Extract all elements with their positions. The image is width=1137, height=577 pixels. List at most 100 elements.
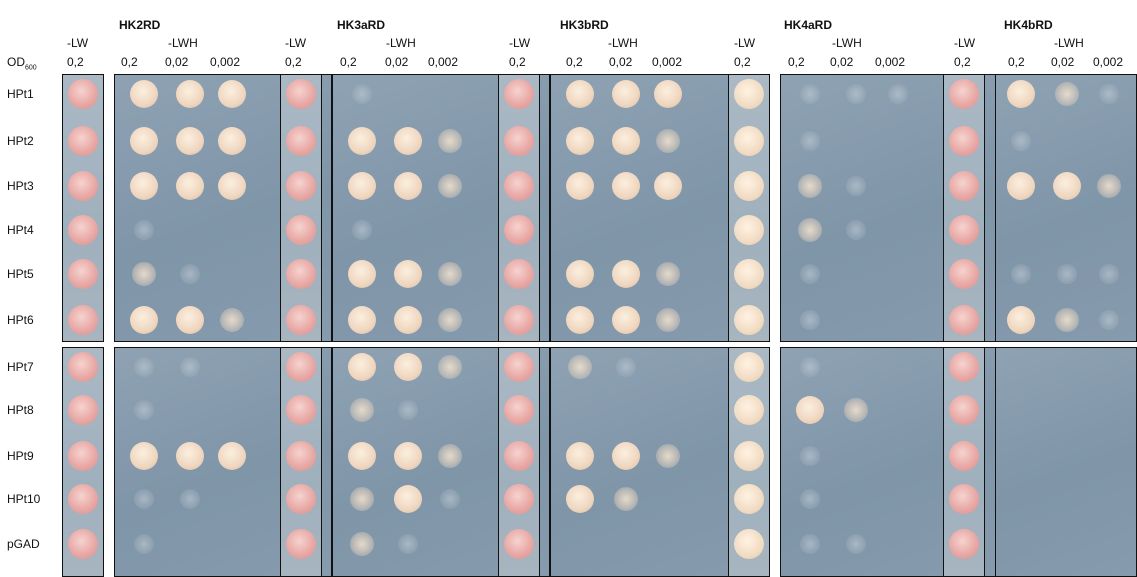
- dilution-label: 0,02: [385, 55, 409, 69]
- dilution-label: 0,2: [121, 55, 138, 69]
- growth-spot: [566, 306, 594, 334]
- growth-spot: [438, 174, 462, 198]
- control-spot: [949, 259, 979, 289]
- growth-spot: [176, 442, 204, 470]
- od-text: OD: [7, 55, 25, 69]
- lwh-plate: [995, 74, 1137, 342]
- dilution-label: 0,02: [165, 55, 189, 69]
- growth-spot: [1099, 84, 1119, 104]
- growth-spot: [350, 487, 374, 511]
- growth-spot: [220, 308, 244, 332]
- lwh-medium-label: -LWH: [386, 36, 416, 50]
- panel-title: HK3bRD: [560, 18, 609, 32]
- control-spot: [734, 395, 764, 425]
- growth-spot: [800, 131, 820, 151]
- dilution-label: 0,002: [1093, 55, 1124, 69]
- growth-spot: [566, 172, 594, 200]
- growth-spot: [438, 355, 462, 379]
- growth-spot: [394, 306, 422, 334]
- growth-spot: [394, 442, 422, 470]
- control-spot: [949, 126, 979, 156]
- growth-spot: [612, 127, 640, 155]
- control-spot: [68, 395, 98, 425]
- growth-spot: [394, 260, 422, 288]
- control-spot: [949, 395, 979, 425]
- control-spot: [68, 259, 98, 289]
- lw-plate: [280, 74, 322, 342]
- growth-spot: [398, 534, 418, 554]
- lwh-medium-label: -LWH: [832, 36, 862, 50]
- growth-spot: [1011, 131, 1031, 151]
- control-spot: [504, 215, 534, 245]
- control-spot: [286, 441, 316, 471]
- control-spot: [286, 171, 316, 201]
- growth-spot: [218, 442, 246, 470]
- growth-spot: [176, 127, 204, 155]
- lw-medium-label: -LW: [285, 36, 307, 50]
- growth-spot: [180, 264, 200, 284]
- dilution-label: 0,02: [1051, 55, 1075, 69]
- growth-spot: [218, 172, 246, 200]
- dilution-label: 0,2: [67, 55, 84, 69]
- lw-medium-label: -LW: [734, 36, 756, 50]
- control-spot: [949, 484, 979, 514]
- panel-title: HK2RD: [119, 18, 161, 32]
- row-label: HPt4: [7, 223, 34, 237]
- growth-spot: [800, 534, 820, 554]
- growth-spot: [1053, 172, 1081, 200]
- row-label: HPt5: [7, 267, 34, 281]
- growth-spot: [656, 444, 680, 468]
- row-label: HPt2: [7, 134, 34, 148]
- growth-spot: [176, 80, 204, 108]
- growth-spot: [616, 357, 636, 377]
- growth-spot: [796, 396, 824, 424]
- growth-spot: [846, 176, 866, 196]
- growth-spot: [348, 353, 376, 381]
- lw-medium-label: -LW: [954, 36, 976, 50]
- growth-spot: [438, 129, 462, 153]
- growth-spot: [800, 264, 820, 284]
- growth-spot: [1057, 264, 1077, 284]
- control-spot: [68, 484, 98, 514]
- growth-spot: [1055, 82, 1079, 106]
- growth-spot: [350, 532, 374, 556]
- growth-spot: [800, 357, 820, 377]
- growth-spot: [352, 220, 372, 240]
- control-spot: [504, 395, 534, 425]
- control-spot: [504, 484, 534, 514]
- control-spot: [68, 441, 98, 471]
- control-spot: [504, 259, 534, 289]
- growth-spot: [566, 80, 594, 108]
- growth-spot: [1099, 264, 1119, 284]
- control-spot: [286, 395, 316, 425]
- growth-spot: [800, 310, 820, 330]
- growth-spot: [394, 172, 422, 200]
- growth-spot: [394, 485, 422, 513]
- growth-spot: [798, 174, 822, 198]
- row-label: pGAD: [7, 537, 40, 551]
- control-spot: [68, 79, 98, 109]
- control-spot: [68, 171, 98, 201]
- growth-spot: [844, 398, 868, 422]
- growth-spot: [348, 127, 376, 155]
- control-spot: [286, 259, 316, 289]
- control-spot: [68, 126, 98, 156]
- growth-spot: [656, 129, 680, 153]
- growth-spot: [134, 534, 154, 554]
- panel-title: HK4aRD: [784, 18, 833, 32]
- dilution-label: 0,2: [788, 55, 805, 69]
- control-spot: [504, 441, 534, 471]
- lwh-plate: [995, 347, 1137, 577]
- control-spot: [286, 126, 316, 156]
- growth-spot: [656, 308, 680, 332]
- control-spot: [949, 529, 979, 559]
- growth-spot: [134, 357, 154, 377]
- growth-spot: [398, 400, 418, 420]
- growth-spot: [1055, 308, 1079, 332]
- growth-spot: [800, 446, 820, 466]
- growth-spot: [176, 172, 204, 200]
- control-spot: [286, 305, 316, 335]
- lw-plate: [728, 74, 770, 342]
- growth-spot: [350, 398, 374, 422]
- growth-spot: [180, 489, 200, 509]
